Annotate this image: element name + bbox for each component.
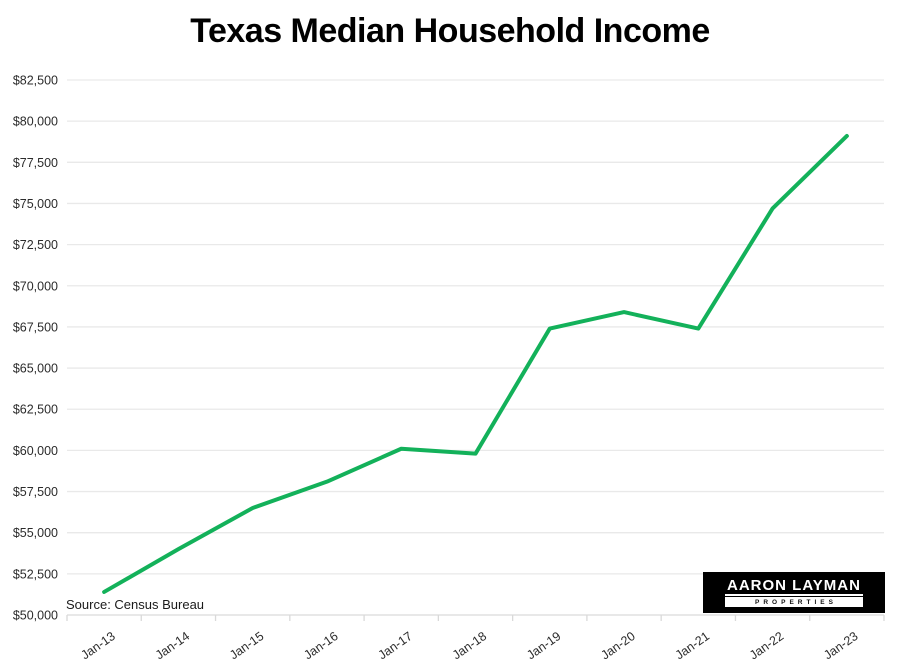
y-tick-label: $50,000 xyxy=(13,609,58,623)
chart-title: Texas Median Household Income xyxy=(190,12,710,50)
y-tick-label: $57,500 xyxy=(13,485,58,499)
y-tick-label: $62,500 xyxy=(13,403,58,417)
aaron-layman-logo: AARON LAYMAN PROPERTIES xyxy=(703,572,885,613)
x-tick-label: Jan-16 xyxy=(301,629,340,662)
x-tick-label: Jan-22 xyxy=(747,629,786,662)
y-tick-label: $77,500 xyxy=(13,156,58,170)
y-tick-label: $60,000 xyxy=(13,444,58,458)
y-tick-label: $67,500 xyxy=(13,320,58,334)
x-tick-label: Jan-18 xyxy=(450,629,489,662)
logo-name-text: AARON LAYMAN xyxy=(725,576,863,596)
x-tick-label: Jan-17 xyxy=(376,629,415,662)
logo-tagline-text: PROPERTIES xyxy=(725,597,863,608)
x-tick-label: Jan-20 xyxy=(598,629,637,662)
y-tick-label: $80,000 xyxy=(13,115,58,129)
y-tick-label: $75,000 xyxy=(13,197,58,211)
logo-inner: AARON LAYMAN PROPERTIES xyxy=(725,578,863,608)
y-tick-label: $72,500 xyxy=(13,238,58,252)
x-tick-label: Jan-19 xyxy=(524,629,563,662)
y-tick-label: $55,000 xyxy=(13,526,58,540)
y-tick-label: $70,000 xyxy=(13,279,58,293)
y-tick-label: $52,500 xyxy=(13,567,58,581)
x-tick-label: Jan-21 xyxy=(673,629,712,662)
source-note: Source: Census Bureau xyxy=(66,597,205,612)
x-tick-label: Jan-15 xyxy=(227,629,266,662)
x-tick-label: Jan-23 xyxy=(821,629,860,662)
x-tick-label: Jan-14 xyxy=(153,629,192,662)
x-tick-label: Jan-13 xyxy=(79,629,118,662)
data-series-line xyxy=(102,133,849,594)
y-tick-label: $82,500 xyxy=(13,74,58,88)
y-tick-label: $65,000 xyxy=(13,362,58,376)
